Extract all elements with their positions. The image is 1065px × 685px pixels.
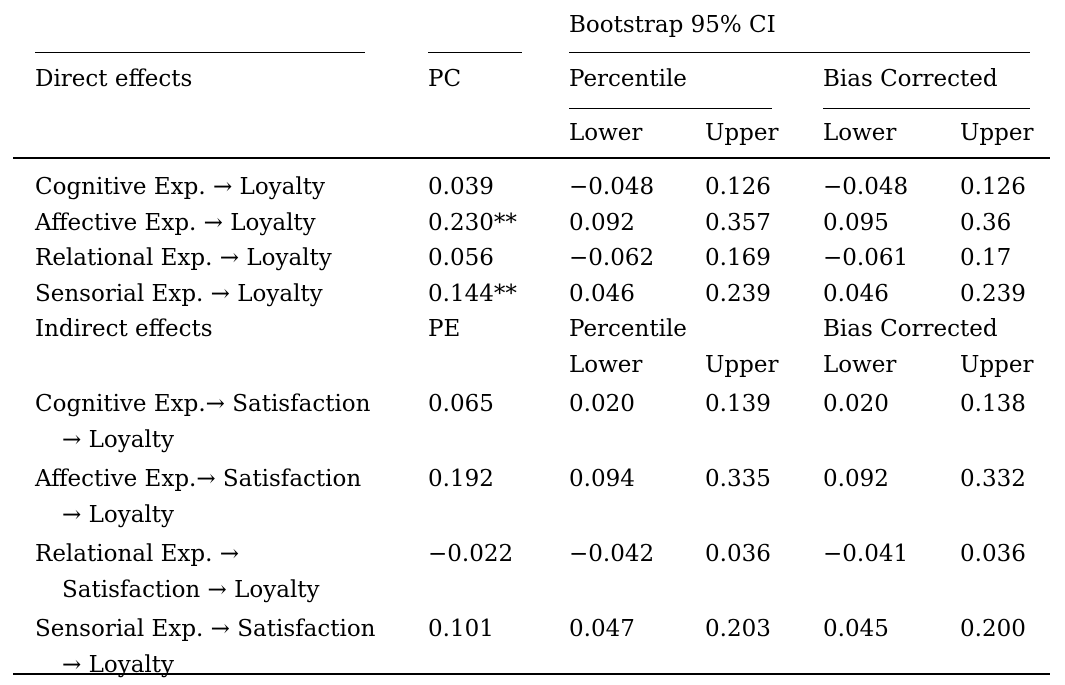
indirect-effects-header: Indirect effects [35, 312, 428, 348]
effect-path-cell: Cognitive Exp.→ Satisfaction → Loyalty [35, 383, 428, 458]
effect-path-line2: → Loyalty [62, 651, 175, 678]
bootstrap-ci-spanner-cell: Bootstrap 95% CI [569, 8, 1037, 53]
bootstrap-ci-spanner-label: Bootstrap 95% CI [569, 12, 776, 38]
bias-upper-cell: 0.239 [960, 280, 1026, 307]
effect-path-line2: Satisfaction → Loyalty [62, 576, 320, 603]
bias-upper-header: Upper [960, 351, 1034, 378]
percentile-upper-cell: 0.126 [705, 174, 771, 200]
percentile-lower-cell: 0.094 [569, 466, 635, 492]
percentile-group-cell: Percentile [569, 53, 823, 109]
direct-effects-header: Direct effects [35, 66, 193, 92]
percentile-group-rule [569, 108, 772, 109]
percentile-lower-cell: 0.047 [569, 616, 635, 642]
percentile-lower-cell: −0.042 [569, 541, 655, 567]
percentile-upper-cell: 0.169 [705, 245, 771, 271]
bias-upper-header: Upper [960, 120, 1034, 146]
bias-lower-cell: −0.061 [823, 245, 909, 271]
estimate-cell: 0.065 [428, 391, 494, 417]
bias-lower-cell: −0.041 [823, 541, 909, 567]
effect-path-cell: Sensorial Exp. → Loyalty [35, 277, 428, 313]
percentile-subgroup-header: Percentile [569, 316, 687, 342]
bias-lower-cell: 0.092 [823, 466, 889, 492]
effect-path-cell: Cognitive Exp. → Loyalty [35, 170, 428, 206]
effect-path-cell: Relational Exp. → Satisfaction → Loyalty [35, 533, 428, 608]
effect-path-line1: Cognitive Exp. → Loyalty [35, 174, 325, 200]
pc-header: PC [428, 66, 462, 92]
bias-corrected-header: Bias Corrected [823, 66, 998, 92]
table-bottom-rule [13, 673, 1050, 675]
empty-cell [960, 312, 1037, 348]
effect-path-line1: Affective Exp. → Loyalty [35, 209, 316, 236]
empty-cell [428, 348, 569, 384]
percentile-header: Percentile [569, 66, 687, 92]
effect-path-cell: Sensorial Exp. → Satisfaction → Loyalty [35, 608, 428, 683]
effect-path-line1: Relational Exp. → Loyalty [35, 245, 332, 271]
effect-path-line1: Sensorial Exp. → Loyalty [35, 280, 323, 307]
percentile-lower-cell: −0.062 [569, 245, 655, 271]
percentile-lower-cell: −0.048 [569, 174, 655, 200]
effect-path-line1: Affective Exp.→ Satisfaction [35, 466, 362, 492]
effect-column-overline [35, 52, 365, 53]
effect-path-cell: Relational Exp. → Loyalty [35, 241, 428, 277]
estimate-cell: 0.056 [428, 245, 494, 271]
estimate-cell: −0.022 [428, 541, 514, 567]
percentile-upper-cell: 0.239 [705, 280, 771, 307]
percentile-lower-header: Lower [569, 120, 643, 146]
percentile-upper-header: Upper [705, 120, 779, 146]
pe-header: PE [428, 316, 461, 342]
bias-lower-cell: 0.095 [823, 209, 889, 236]
estimate-cell: 0.039 [428, 174, 494, 200]
percentile-upper-cell: 0.357 [705, 209, 771, 236]
bias-corrected-subgroup-header: Bias Corrected [823, 316, 998, 342]
percentile-lower-cell: 0.046 [569, 280, 635, 307]
effect-path-line1: Indirect effects [35, 316, 213, 342]
bias-corrected-group-cell: Bias Corrected [823, 53, 1037, 109]
effect-path-cell: Affective Exp.→ Satisfaction → Loyalty [35, 458, 428, 533]
bias-upper-cell: 0.36 [960, 209, 1012, 236]
bias-lower-header: Lower [823, 351, 897, 378]
percentile-upper-cell: 0.139 [705, 391, 771, 417]
table-body: Cognitive Exp. → Loyalty 0.039 −0.048 0.… [35, 170, 1037, 683]
bias-lower-header: Lower [823, 120, 897, 146]
estimate-column-overline [428, 52, 522, 53]
bootstrap-ci-spanner-rule [569, 52, 1030, 53]
effect-path-line1: Relational Exp. → [35, 541, 240, 567]
bias-lower-cell: 0.045 [823, 616, 889, 642]
effect-path-line2: → Loyalty [62, 501, 175, 528]
estimate-cell: 0.230** [428, 209, 517, 236]
table-header: Bootstrap 95% CI Direct effects PC Perce… [35, 8, 1037, 156]
estimate-cell: 0.144** [428, 280, 517, 307]
percentile-upper-cell: 0.036 [705, 541, 771, 567]
bias-upper-cell: 0.200 [960, 616, 1026, 642]
bias-corrected-group-rule [823, 108, 1030, 109]
estimate-cell: 0.192 [428, 466, 494, 492]
bias-lower-cell: 0.046 [823, 280, 889, 307]
percentile-upper-header: Upper [705, 351, 779, 378]
empty-cell [705, 312, 823, 348]
empty-cell [35, 348, 428, 384]
percentile-upper-cell: 0.203 [705, 616, 771, 642]
bias-upper-cell: 0.17 [960, 245, 1012, 271]
table-top-rule [13, 157, 1050, 159]
effect-path-line1: Sensorial Exp. → Satisfaction [35, 616, 376, 642]
effect-path-line2: → Loyalty [62, 426, 175, 453]
effect-path-cell: Affective Exp. → Loyalty [35, 206, 428, 242]
percentile-lower-cell: 0.020 [569, 391, 635, 417]
bias-upper-cell: 0.036 [960, 541, 1026, 567]
bias-upper-cell: 0.138 [960, 391, 1026, 417]
percentile-lower-header: Lower [569, 351, 643, 378]
effect-path-line1: Cognitive Exp.→ Satisfaction [35, 391, 371, 417]
effect-column-overline-wrap [35, 8, 428, 53]
percentile-lower-cell: 0.092 [569, 209, 635, 236]
estimate-cell: 0.101 [428, 616, 494, 642]
percentile-upper-cell: 0.335 [705, 466, 771, 492]
estimate-column-overline-wrap [428, 8, 569, 53]
bias-upper-cell: 0.332 [960, 466, 1026, 492]
bias-upper-cell: 0.126 [960, 174, 1026, 200]
bias-lower-cell: −0.048 [823, 174, 909, 200]
bias-lower-cell: 0.020 [823, 391, 889, 417]
